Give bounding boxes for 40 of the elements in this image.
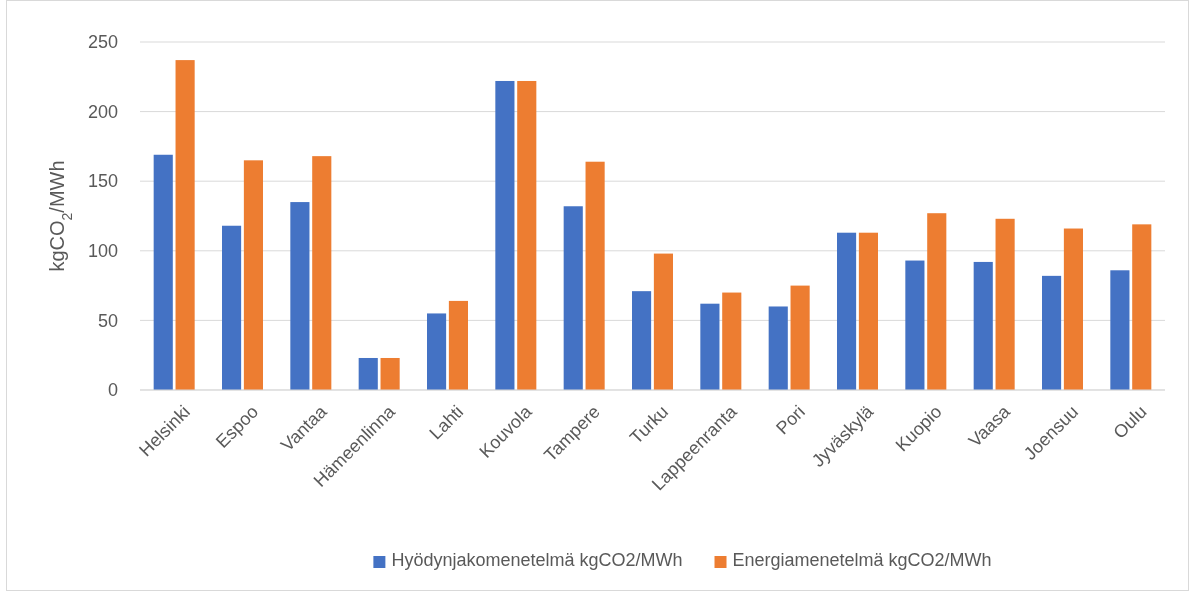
bar (995, 218, 1015, 390)
bar (790, 285, 810, 390)
bar (222, 225, 242, 390)
bar (448, 300, 468, 390)
bar (927, 213, 947, 390)
bar (1042, 275, 1062, 390)
y-tick-label: 150 (87, 171, 118, 192)
x-tick-label: Oulu (1109, 401, 1151, 443)
legend-label: Energiamenetelmä kgCO2/MWh (732, 550, 992, 570)
y-tick-label: 250 (87, 32, 118, 53)
bar (290, 202, 310, 390)
x-tick-label: Pori (772, 401, 809, 439)
bar (1110, 270, 1130, 390)
bar (837, 232, 857, 390)
y-tick-label: 50 (97, 310, 118, 331)
bar (380, 357, 400, 390)
y-tick-label: 200 (87, 101, 118, 122)
bar (312, 156, 332, 390)
bar (517, 80, 537, 390)
y-tick-label: 100 (87, 241, 118, 262)
bar (243, 160, 263, 390)
bar (722, 292, 742, 390)
bar (632, 291, 652, 390)
bar (905, 260, 925, 390)
bar (563, 206, 583, 390)
bar (973, 261, 993, 390)
bar (585, 161, 605, 390)
bar (358, 357, 378, 390)
bar (495, 80, 515, 390)
bar (427, 313, 447, 390)
bar (1063, 228, 1083, 390)
bar (1132, 224, 1152, 390)
y-tick-label: 0 (107, 380, 118, 401)
bar (700, 303, 720, 390)
bar (768, 306, 788, 390)
bar (858, 232, 878, 390)
bar (175, 60, 195, 390)
bar (653, 253, 673, 390)
bar (153, 154, 173, 390)
legend-label: Hyödynjakomenetelmä kgCO2/MWh (391, 550, 683, 570)
